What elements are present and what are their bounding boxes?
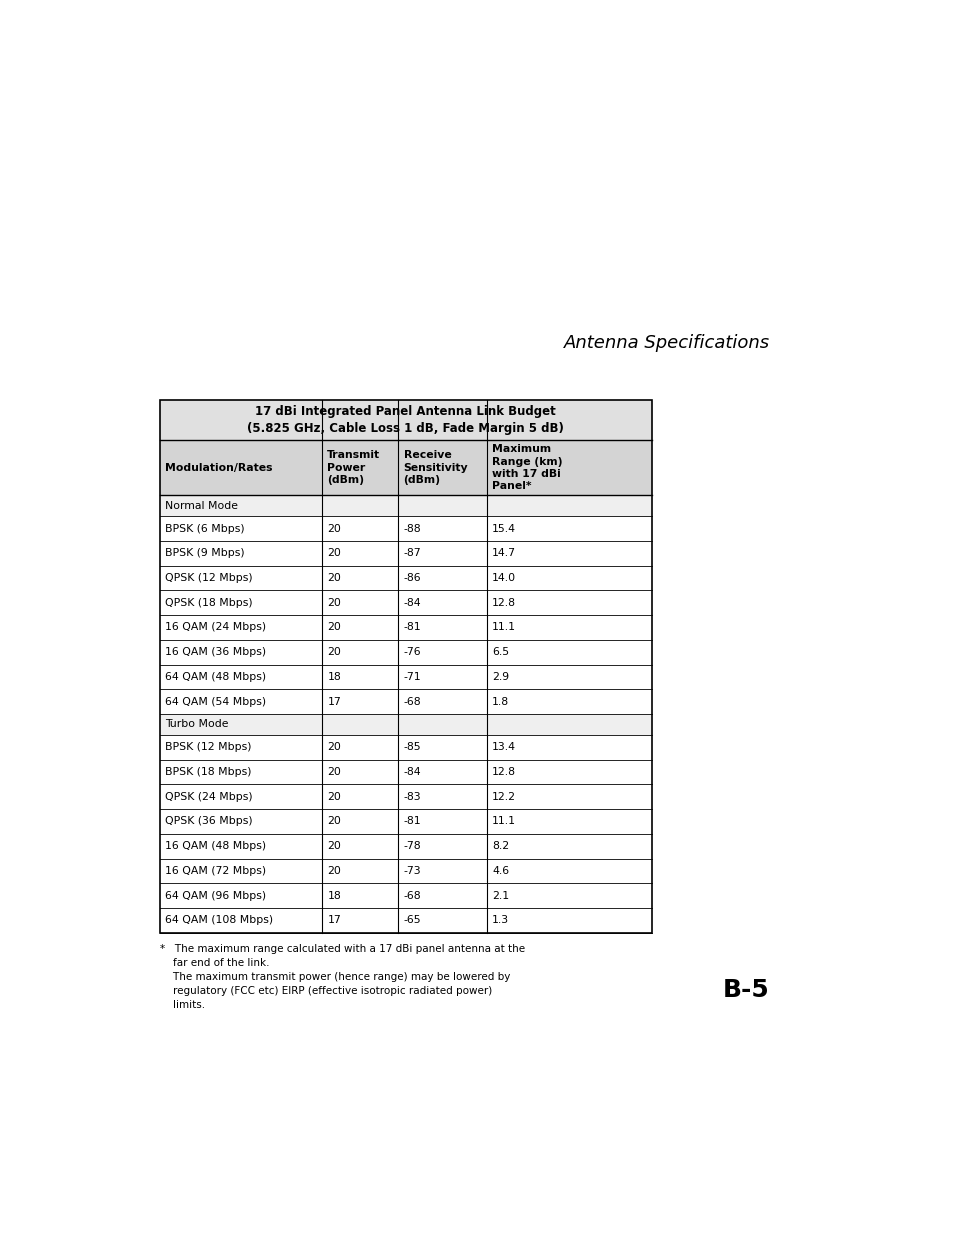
Text: 20: 20 — [327, 524, 341, 534]
Text: -71: -71 — [403, 672, 420, 682]
Bar — [160, 440, 651, 495]
Bar — [160, 735, 651, 760]
Text: 16 QAM (72 Mbps): 16 QAM (72 Mbps) — [165, 866, 266, 876]
Bar — [160, 615, 651, 640]
Bar — [160, 516, 651, 541]
Text: 8.2: 8.2 — [492, 841, 509, 851]
Text: Transmit
Power
(dBm): Transmit Power (dBm) — [327, 451, 380, 485]
Text: 16 QAM (36 Mbps): 16 QAM (36 Mbps) — [165, 647, 266, 657]
Bar — [160, 784, 651, 809]
Text: 16 QAM (48 Mbps): 16 QAM (48 Mbps) — [165, 841, 266, 851]
Text: 14.7: 14.7 — [492, 548, 516, 558]
Text: 1.8: 1.8 — [492, 697, 509, 706]
Text: -88: -88 — [403, 524, 420, 534]
Text: -84: -84 — [403, 598, 420, 608]
Text: 12.8: 12.8 — [492, 767, 516, 777]
Text: QPSK (18 Mbps): QPSK (18 Mbps) — [165, 598, 253, 608]
Text: 20: 20 — [327, 548, 341, 558]
Text: -84: -84 — [403, 767, 420, 777]
Text: -81: -81 — [403, 816, 420, 826]
Text: Turbo Mode: Turbo Mode — [165, 720, 229, 730]
Text: -83: -83 — [403, 792, 420, 802]
Text: BPSK (9 Mbps): BPSK (9 Mbps) — [165, 548, 245, 558]
Text: 6.5: 6.5 — [492, 647, 509, 657]
Bar — [160, 809, 651, 834]
Text: 17: 17 — [327, 915, 341, 925]
Text: 11.1: 11.1 — [492, 816, 516, 826]
Text: 64 QAM (96 Mbps): 64 QAM (96 Mbps) — [165, 890, 266, 900]
Bar — [160, 566, 651, 590]
Text: 18: 18 — [327, 890, 341, 900]
Text: 15.4: 15.4 — [492, 524, 516, 534]
Text: 17: 17 — [327, 697, 341, 706]
Text: -81: -81 — [403, 622, 420, 632]
Text: -78: -78 — [403, 841, 420, 851]
Text: 2.9: 2.9 — [492, 672, 509, 682]
Text: Receive
Sensitivity
(dBm): Receive Sensitivity (dBm) — [403, 451, 468, 485]
Text: -73: -73 — [403, 866, 420, 876]
Text: Antenna Specifications: Antenna Specifications — [563, 335, 769, 352]
Text: -85: -85 — [403, 742, 420, 752]
Text: -76: -76 — [403, 647, 420, 657]
Bar — [160, 883, 651, 908]
Text: Maximum
Range (km)
with 17 dBi
Panel*: Maximum Range (km) with 17 dBi Panel* — [492, 445, 562, 492]
Text: B-5: B-5 — [722, 978, 769, 1002]
Text: 12.2: 12.2 — [492, 792, 516, 802]
Bar — [160, 400, 651, 932]
Text: 18: 18 — [327, 672, 341, 682]
Text: 2.1: 2.1 — [492, 890, 509, 900]
Text: 64 QAM (108 Mbps): 64 QAM (108 Mbps) — [165, 915, 273, 925]
Text: QPSK (24 Mbps): QPSK (24 Mbps) — [165, 792, 253, 802]
Text: -87: -87 — [403, 548, 420, 558]
Text: 20: 20 — [327, 767, 341, 777]
Text: 20: 20 — [327, 622, 341, 632]
Text: 12.8: 12.8 — [492, 598, 516, 608]
Text: 20: 20 — [327, 573, 341, 583]
Text: 16 QAM (24 Mbps): 16 QAM (24 Mbps) — [165, 622, 266, 632]
Text: 1.3: 1.3 — [492, 915, 509, 925]
Text: 20: 20 — [327, 866, 341, 876]
Text: 20: 20 — [327, 816, 341, 826]
Bar — [160, 664, 651, 689]
Text: 17 dBi Integrated Panel Antenna Link Budget
(5.825 GHz, Cable Loss 1 dB, Fade Ma: 17 dBi Integrated Panel Antenna Link Bud… — [247, 405, 563, 435]
Bar — [160, 834, 651, 858]
Text: 11.1: 11.1 — [492, 622, 516, 632]
Bar — [160, 541, 651, 566]
Text: -65: -65 — [403, 915, 420, 925]
Text: Normal Mode: Normal Mode — [165, 500, 238, 511]
Text: 64 QAM (54 Mbps): 64 QAM (54 Mbps) — [165, 697, 266, 706]
Bar — [160, 400, 651, 440]
Text: BPSK (18 Mbps): BPSK (18 Mbps) — [165, 767, 252, 777]
Text: -86: -86 — [403, 573, 420, 583]
Text: 14.0: 14.0 — [492, 573, 516, 583]
Text: -68: -68 — [403, 697, 420, 706]
Text: -68: -68 — [403, 890, 420, 900]
Text: BPSK (6 Mbps): BPSK (6 Mbps) — [165, 524, 245, 534]
Bar — [160, 858, 651, 883]
Text: QPSK (12 Mbps): QPSK (12 Mbps) — [165, 573, 253, 583]
Text: 20: 20 — [327, 742, 341, 752]
Text: 20: 20 — [327, 647, 341, 657]
Text: 13.4: 13.4 — [492, 742, 516, 752]
Text: Modulation/Rates: Modulation/Rates — [165, 463, 273, 473]
Text: 64 QAM (48 Mbps): 64 QAM (48 Mbps) — [165, 672, 266, 682]
Bar — [160, 908, 651, 932]
Bar — [160, 495, 651, 516]
Text: 4.6: 4.6 — [492, 866, 509, 876]
Text: *   The maximum range calculated with a 17 dBi panel antenna at the
    far end : * The maximum range calculated with a 17… — [160, 944, 524, 1010]
Bar — [160, 590, 651, 615]
Text: 20: 20 — [327, 841, 341, 851]
Bar — [160, 714, 651, 735]
Text: QPSK (36 Mbps): QPSK (36 Mbps) — [165, 816, 253, 826]
Text: 20: 20 — [327, 598, 341, 608]
Bar — [160, 689, 651, 714]
Text: BPSK (12 Mbps): BPSK (12 Mbps) — [165, 742, 252, 752]
Bar — [160, 640, 651, 664]
Text: 20: 20 — [327, 792, 341, 802]
Bar — [160, 760, 651, 784]
